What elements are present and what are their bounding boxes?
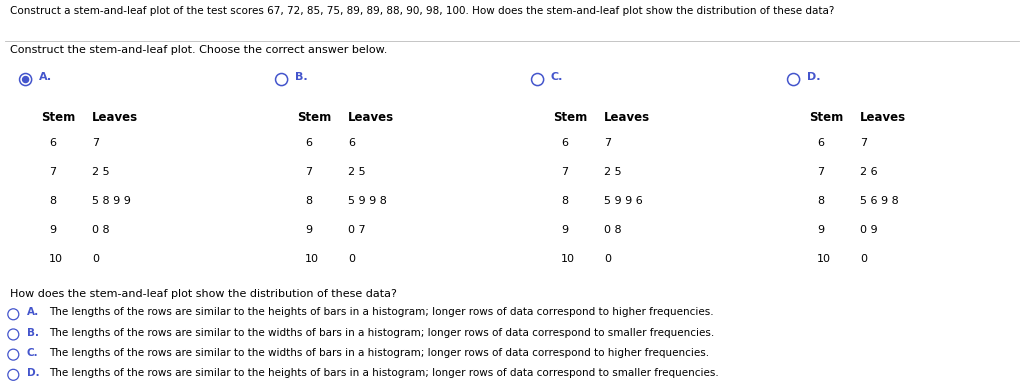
- Text: 9: 9: [305, 225, 312, 235]
- Text: B.: B.: [295, 72, 307, 82]
- Text: 7: 7: [305, 167, 312, 177]
- Text: A.: A.: [27, 307, 39, 317]
- Text: Stem: Stem: [41, 111, 75, 124]
- Text: B.: B.: [27, 327, 39, 338]
- Text: 0: 0: [92, 254, 99, 264]
- Text: 10: 10: [305, 254, 319, 264]
- Text: 5 9 9 6: 5 9 9 6: [604, 196, 643, 206]
- Text: 6: 6: [817, 138, 824, 148]
- Text: Leaves: Leaves: [604, 111, 650, 124]
- Text: 0: 0: [348, 254, 355, 264]
- Text: 7: 7: [604, 138, 611, 148]
- Text: Stem: Stem: [553, 111, 587, 124]
- Text: The lengths of the rows are similar to the heights of bars in a histogram; longe: The lengths of the rows are similar to t…: [49, 368, 719, 378]
- Text: 6: 6: [348, 138, 355, 148]
- Text: Stem: Stem: [809, 111, 843, 124]
- Text: A.: A.: [39, 72, 52, 82]
- Text: Leaves: Leaves: [92, 111, 138, 124]
- Text: 9: 9: [817, 225, 824, 235]
- Text: Construct a stem-and-leaf plot of the test scores 67, 72, 85, 75, 89, 89, 88, 90: Construct a stem-and-leaf plot of the te…: [10, 6, 835, 16]
- Ellipse shape: [23, 76, 29, 83]
- Text: 8: 8: [561, 196, 568, 206]
- Text: 8: 8: [49, 196, 56, 206]
- Text: 2 5: 2 5: [92, 167, 110, 177]
- Text: 9: 9: [561, 225, 568, 235]
- Text: 0 7: 0 7: [348, 225, 366, 235]
- Text: 10: 10: [561, 254, 575, 264]
- Text: 6: 6: [561, 138, 568, 148]
- Text: 6: 6: [305, 138, 312, 148]
- Text: 2 5: 2 5: [604, 167, 622, 177]
- Text: D.: D.: [27, 368, 39, 378]
- Text: 8: 8: [817, 196, 824, 206]
- Text: How does the stem-and-leaf plot show the distribution of these data?: How does the stem-and-leaf plot show the…: [10, 289, 397, 299]
- Text: 5 8 9 9: 5 8 9 9: [92, 196, 131, 206]
- Text: 7: 7: [49, 167, 56, 177]
- Text: 10: 10: [817, 254, 831, 264]
- Text: 2 6: 2 6: [860, 167, 878, 177]
- Text: The lengths of the rows are similar to the widths of bars in a histogram; longer: The lengths of the rows are similar to t…: [49, 348, 710, 358]
- Text: 10: 10: [49, 254, 63, 264]
- Text: 6: 6: [49, 138, 56, 148]
- Text: 0 8: 0 8: [604, 225, 622, 235]
- Text: 5 9 9 8: 5 9 9 8: [348, 196, 387, 206]
- Text: The lengths of the rows are similar to the heights of bars in a histogram; longe: The lengths of the rows are similar to t…: [49, 307, 714, 317]
- Text: Stem: Stem: [297, 111, 331, 124]
- Text: 0: 0: [604, 254, 611, 264]
- Text: Leaves: Leaves: [860, 111, 906, 124]
- Text: D.: D.: [807, 72, 820, 82]
- Text: 7: 7: [860, 138, 867, 148]
- Text: The lengths of the rows are similar to the widths of bars in a histogram; longer: The lengths of the rows are similar to t…: [49, 327, 715, 338]
- Text: 8: 8: [305, 196, 312, 206]
- Text: 0 8: 0 8: [92, 225, 110, 235]
- Text: C.: C.: [551, 72, 563, 82]
- Text: Leaves: Leaves: [348, 111, 394, 124]
- Text: 5 6 9 8: 5 6 9 8: [860, 196, 899, 206]
- Text: Construct the stem-and-leaf plot. Choose the correct answer below.: Construct the stem-and-leaf plot. Choose…: [10, 45, 388, 55]
- Text: 0: 0: [860, 254, 867, 264]
- Text: 2 5: 2 5: [348, 167, 366, 177]
- Text: C.: C.: [27, 348, 38, 358]
- Text: 7: 7: [817, 167, 824, 177]
- Text: 7: 7: [92, 138, 99, 148]
- Text: 7: 7: [561, 167, 568, 177]
- Text: 0 9: 0 9: [860, 225, 878, 235]
- Text: 9: 9: [49, 225, 56, 235]
